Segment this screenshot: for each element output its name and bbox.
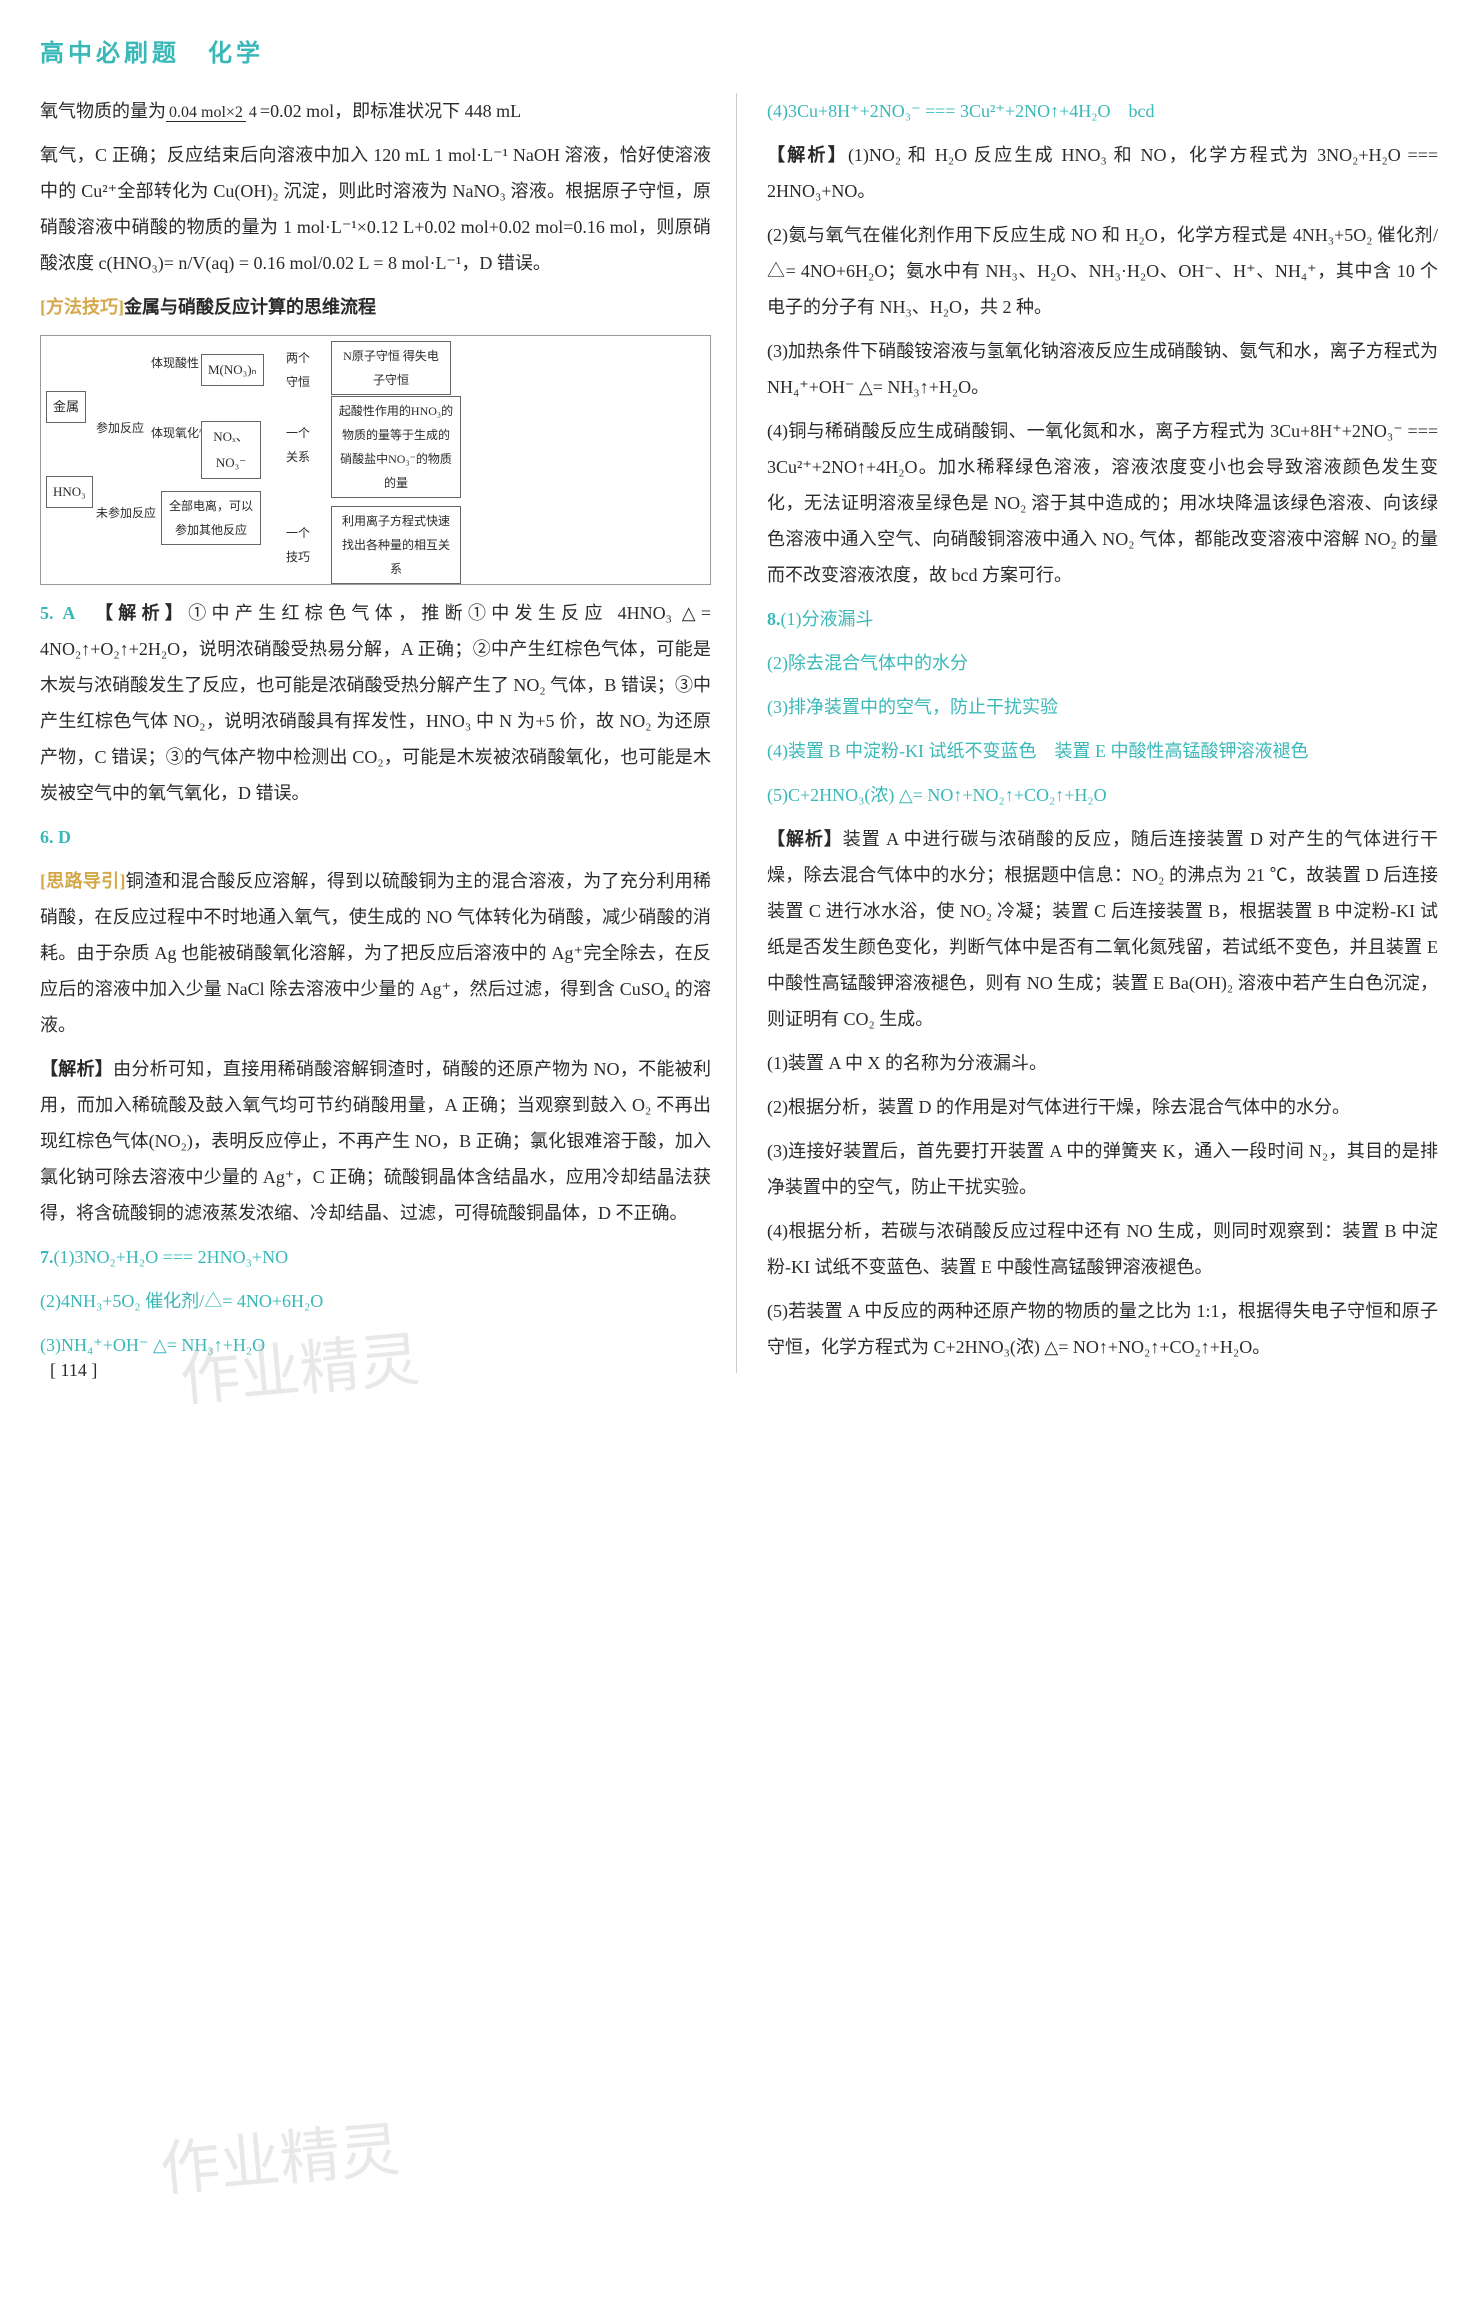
page-number: [ 114 ] — [50, 1352, 97, 1388]
diagram-box: M(NO₃)ₙ — [201, 354, 264, 386]
diagram-box: 利用离子方程式快速找出各种量的相互关系 — [331, 506, 461, 584]
sub-answer-3: (3)连接好装置后，首先要打开装置 A 中的弹簧夹 K，通入一段时间 N₂，其目… — [767, 1133, 1438, 1205]
analysis-text: 装置 A 中进行碳与浓硝酸的反应，随后连接装置 D 对产生的气体进行干燥，除去混… — [767, 829, 1438, 1029]
page-header: 高中必刷题 化学 — [40, 30, 1438, 78]
analysis-text: ①中产生红棕色气体，推断①中发生反应 4HNO₃ △= 4NO₂↑+O₂↑+2H… — [40, 603, 711, 803]
answer-text: (1)3NO₂+H₂O === 2HNO₃+NO — [54, 1247, 289, 1267]
analysis-r4: (4)铜与稀硝酸反应生成硝酸铜、一氧化氮和水，离子方程式为 3Cu+8H⁺+2N… — [767, 413, 1438, 593]
right-column: (4)3Cu+8H⁺+2NO₃⁻ === 3Cu²⁺+2NO↑+4H₂O bcd… — [767, 93, 1438, 1373]
paragraph: 氧气，C 正确；反应结束后向溶液中加入 120 mL 1 mol·L⁻¹ NaO… — [40, 137, 711, 281]
q8-analysis: 【解析】装置 A 中进行碳与浓硝酸的反应，随后连接装置 D 对产生的气体进行干燥… — [767, 821, 1438, 1037]
answer-line: (2)4NH₃+5O₂ 催化剂/△= 4NO+6H₂O — [40, 1283, 711, 1319]
diagram-label: 未参加反应 — [96, 501, 156, 525]
question-6-analysis: 【解析】由分析可知，直接用稀硝酸溶解铜渣时，硝酸的还原产物为 NO，不能被利用，… — [40, 1051, 711, 1231]
question-5: 5. A 【解析】①中产生红棕色气体，推断①中发生反应 4HNO₃ △= 4NO… — [40, 595, 711, 811]
diagram-label: 两个守恒 — [286, 346, 316, 394]
answer-line: (4)装置 B 中淀粉-KI 试纸不变蓝色 装置 E 中酸性高锰酸钾溶液褪色 — [767, 733, 1438, 769]
diagram-box: NOₓ、NO₃⁻ — [201, 421, 261, 479]
left-column: 氧气物质的量为0.04 mol×24=0.02 mol，即标准状况下 448 m… — [40, 93, 737, 1373]
question-7: 7.(1)3NO₂+H₂O === 2HNO₃+NO — [40, 1239, 711, 1275]
answer-number: 5. A — [40, 603, 75, 623]
answer-line: (3)排净装置中的空气，防止干扰实验 — [767, 689, 1438, 725]
flow-diagram: 金属 HNO₃ 参加反应 体现酸性 体现氧化性 M(NO₃)ₙ NOₓ、NO₃⁻… — [40, 335, 711, 585]
answer-text: (1)分液漏斗 — [781, 609, 874, 629]
paragraph: 氧气物质的量为0.04 mol×24=0.02 mol，即标准状况下 448 m… — [40, 93, 711, 129]
answer-line: (2)除去混合气体中的水分 — [767, 645, 1438, 681]
diagram-label: 参加反应 — [96, 416, 144, 440]
analysis-r2: (2)氨与氧气在催化剂作用下反应生成 NO 和 H₂O，化学方程式是 4NH₃+… — [767, 217, 1438, 325]
diagram-label: 一个关系 — [286, 421, 316, 469]
diagram-label: 一个技巧 — [286, 521, 316, 569]
question-6-hint: [思路导引]铜渣和混合酸反应溶解，得到以硫酸铜为主的混合溶液，为了充分利用稀硝酸… — [40, 863, 711, 1043]
question-8: 8.(1)分液漏斗 — [767, 601, 1438, 637]
answer-number: 7. — [40, 1247, 54, 1267]
hint-label: [思路导引] — [40, 871, 125, 891]
two-column-layout: 氧气物质的量为0.04 mol×24=0.02 mol，即标准状况下 448 m… — [40, 93, 1438, 1373]
diagram-box: N原子守恒 得失电子守恒 — [331, 341, 451, 395]
analysis-r3: (3)加热条件下硝酸铵溶液与氢氧化钠溶液反应生成硝酸钠、氨气和水，离子方程式为 … — [767, 333, 1438, 405]
analysis-text: 由分析可知，直接用稀硝酸溶解铜渣时，硝酸的还原产物为 NO，不能被利用，而加入稀… — [40, 1059, 711, 1223]
analysis-label: 【解析】 — [767, 145, 848, 165]
answer-line: (3)NH₄⁺+OH⁻ △= NH₃↑+H₂O — [40, 1327, 711, 1363]
answer-number: 8. — [767, 609, 781, 629]
question-6-num: 6. D — [40, 819, 711, 855]
answer-line: (5)C+2HNO₃(浓) △= NO↑+NO₂↑+CO₂↑+H₂O — [767, 777, 1438, 813]
analysis-label: 【解析】 — [40, 1059, 113, 1079]
sub-answer-4: (4)根据分析，若碳与浓硝酸反应过程中还有 NO 生成，则同时观察到：装置 B … — [767, 1213, 1438, 1285]
answer-number: 6. D — [40, 827, 71, 847]
sub-answer-1: (1)装置 A 中 X 的名称为分液漏斗。 — [767, 1045, 1438, 1081]
diagram-box-metal: 金属 — [46, 391, 86, 423]
analysis-label: 【解析】 — [767, 829, 843, 849]
method-label: [方法技巧] — [40, 297, 124, 317]
diagram-box: 起酸性作用的HNO₃的物质的量等于生成的硝酸盐中NO₃⁻的物质的量 — [331, 396, 461, 498]
sub-answer-5: (5)若装置 A 中反应的两种还原产物的物质的量之比为 1:1，根据得失电子守恒… — [767, 1293, 1438, 1365]
diagram-box: 全部电离，可以参加其他反应 — [161, 491, 261, 545]
watermark: 作业精灵 — [155, 2090, 405, 2230]
method-title: 金属与硝酸反应计算的思维流程 — [124, 297, 376, 317]
method-section: [方法技巧]金属与硝酸反应计算的思维流程 — [40, 289, 711, 325]
sub-answer-2: (2)根据分析，装置 D 的作用是对气体进行干燥，除去混合气体中的水分。 — [767, 1089, 1438, 1125]
analysis-label: 【解析】 — [104, 603, 188, 623]
answer-line: (4)3Cu+8H⁺+2NO₃⁻ === 3Cu²⁺+2NO↑+4H₂O bcd — [767, 93, 1438, 129]
analysis-text: (1)NO₂ 和 H₂O 反应生成 HNO₃ 和 NO，化学方程式为 3NO₂+… — [767, 145, 1438, 201]
analysis-r1: 【解析】(1)NO₂ 和 H₂O 反应生成 HNO₃ 和 NO，化学方程式为 3… — [767, 137, 1438, 209]
diagram-label: 体现酸性 — [151, 351, 199, 375]
hint-text: 铜渣和混合酸反应溶解，得到以硫酸铜为主的混合溶液，为了充分利用稀硝酸，在反应过程… — [40, 871, 711, 1035]
diagram-box-hno3: HNO₃ — [46, 476, 93, 508]
